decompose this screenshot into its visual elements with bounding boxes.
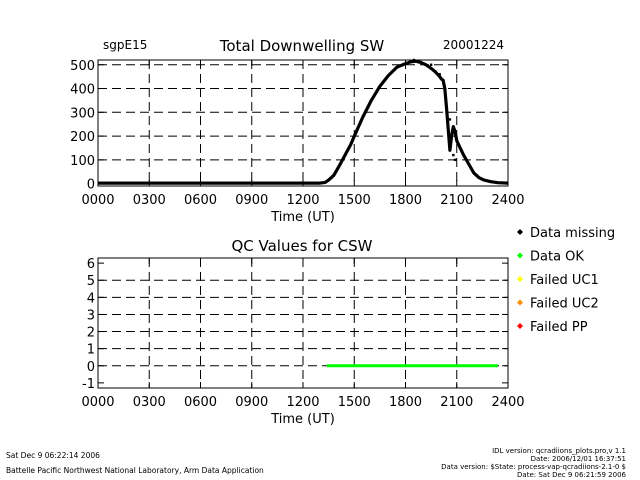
data-point (448, 118, 452, 121)
x-tick-label: 0000 (81, 193, 114, 208)
y-tick-label: 400 (70, 83, 95, 98)
x-tick-label: 0000 (81, 395, 114, 410)
x-tick-label: 2400 (491, 193, 524, 208)
data-point (452, 153, 455, 157)
legend-marker-icon (517, 299, 523, 306)
x-tick-label: 0900 (235, 193, 268, 208)
x-tick-labels: 0000 0300 0600 0900 1200 1500 1800 2100 2400 (81, 258, 525, 410)
x-tick-labels: 0000 0300 0600 0900 1200 1500 1800 2100 2400 (81, 60, 525, 208)
x-tick-label: 0600 (184, 395, 217, 410)
data-series (98, 58, 509, 185)
data-point (453, 158, 457, 162)
x-axis-label: Time (UT) (270, 412, 335, 427)
x-tick-label: 2400 (491, 395, 524, 410)
x-tick-label: 0300 (133, 395, 166, 410)
grid-lines (98, 258, 508, 388)
y-tick-label: -1 (82, 377, 95, 392)
legend-label: Data OK (530, 250, 584, 265)
x-tick-label: 1500 (338, 395, 371, 410)
x-tick-label: 0900 (235, 395, 268, 410)
qc-values-chart: QC Values for CSW -1 0 1 2 3 4 5 6 0000 0300 0600… (81, 237, 524, 427)
footer-data-version: Data version: $State: process-vap-qcradi… (441, 463, 626, 471)
legend-label: Failed UC1 (530, 273, 599, 288)
legend-label: Data missing (530, 226, 615, 241)
data-point (450, 134, 453, 138)
y-tick-label: 300 (70, 106, 95, 121)
legend-item: Failed UC2 (517, 297, 599, 312)
downwelling-sw-chart: sgpE15 Total Downwelling SW 20001224 0 10… (70, 37, 524, 225)
y-tick-labels: 0 100 200 300 400 500 (70, 59, 508, 193)
footer-data-date: Date: Sat Dec 9 06:21:59 2006 (517, 471, 626, 479)
legend-marker-icon (517, 252, 523, 259)
y-tick-label: 0 (87, 360, 95, 375)
x-tick-label: 2100 (440, 395, 473, 410)
x-tick-label: 0600 (184, 193, 217, 208)
x-tick-label: 1800 (389, 193, 422, 208)
y-tick-label: 4 (87, 291, 95, 306)
legend-label: Failed UC2 (530, 297, 599, 312)
y-tick-label: 200 (70, 130, 95, 145)
chart-title: Total Downwelling SW (219, 37, 385, 55)
y-tick-label: 5 (87, 274, 95, 289)
x-tick-label: 1200 (286, 395, 319, 410)
footer-file-date: Date: 2006/12/01 16:37:51 (531, 455, 626, 463)
y-tick-label: 3 (87, 308, 95, 323)
x-axis-label: Time (UT) (270, 210, 335, 225)
footer-timestamp: Sat Dec 9 06:22:14 2006 (6, 451, 100, 460)
data-point (417, 61, 421, 64)
y-tick-label: 0 (87, 178, 95, 193)
footer-idl-version: IDL version: qcradiions_plots.pro,v 1.1 (492, 447, 626, 455)
x-tick-label: 2100 (440, 193, 473, 208)
data-point (436, 73, 440, 76)
legend-label: Failed PP (530, 320, 588, 335)
legend: Data missing Data OK Failed UC1 Failed UC2 F… (517, 226, 615, 335)
y-tick-label: 1 (87, 343, 95, 358)
y-tick-label: 500 (70, 59, 95, 74)
footer: Sat Dec 9 06:22:14 2006 Battelle Pacific… (6, 447, 627, 479)
x-tick-label: 1200 (286, 193, 319, 208)
legend-marker-icon (517, 276, 523, 282)
legend-marker-icon (517, 229, 523, 235)
data-point (440, 77, 443, 81)
legend-marker-icon (517, 323, 523, 329)
x-tick-label: 1800 (389, 395, 422, 410)
data-point (429, 63, 433, 66)
data-point (438, 73, 441, 76)
footer-organization: Battelle Pacific Northwest National Labo… (6, 466, 264, 475)
legend-item: Data missing (517, 226, 615, 241)
y-tick-label: 6 (87, 257, 95, 272)
y-tick-labels: -1 0 1 2 3 4 5 6 (82, 257, 508, 392)
legend-item: Data OK (517, 250, 584, 265)
legend-item: Failed PP (517, 320, 588, 335)
y-tick-label: 2 (87, 326, 95, 341)
y-tick-label: 100 (70, 154, 95, 169)
legend-item: Failed UC1 (517, 273, 599, 288)
site-label: sgpE15 (103, 38, 147, 52)
series-trace (98, 59, 509, 185)
chart-title: QC Values for CSW (231, 237, 372, 255)
x-tick-label: 1500 (338, 193, 371, 208)
date-label: 20001224 (443, 38, 504, 52)
x-tick-label: 0300 (133, 193, 166, 208)
